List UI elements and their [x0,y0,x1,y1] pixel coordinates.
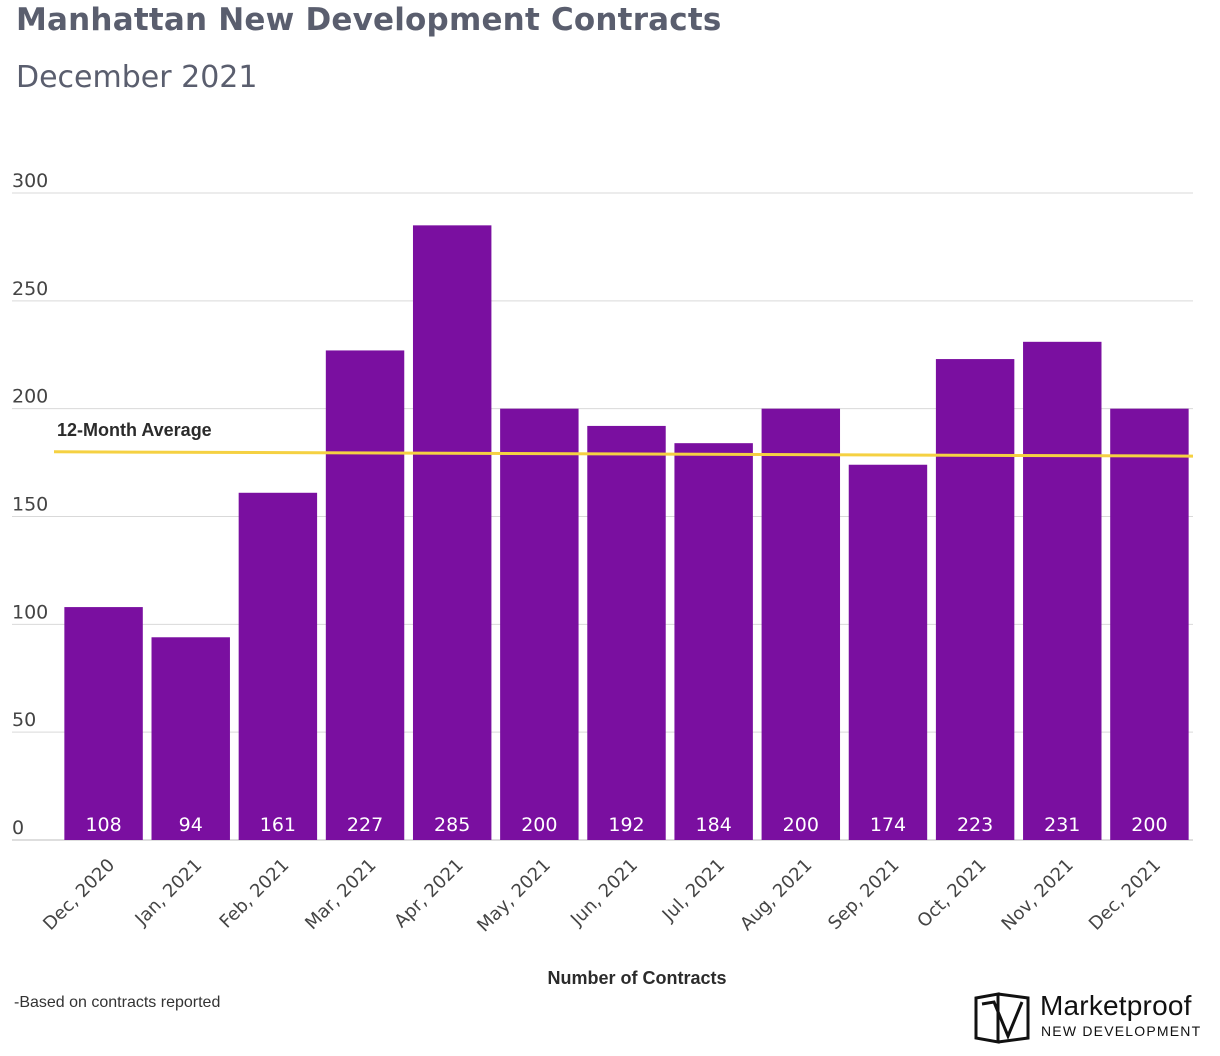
bar [1110,408,1189,840]
bar-value-label: 184 [696,814,732,836]
x-tick-label: Nov, 2021 [998,855,1078,935]
bar [151,637,230,840]
bar [325,350,405,840]
bar-value-label: 223 [957,814,993,836]
x-tick-label: Feb, 2021 [216,855,294,933]
bar-value-label: 227 [347,814,383,836]
brand-logo: Marketproof NEW DEVELOPMENT [972,990,1212,1046]
x-tick-label: Jan, 2021 [131,855,207,931]
bar [761,408,841,840]
x-tick-label: Dec, 2020 [39,855,119,935]
marketproof-logo-icon [974,992,1030,1044]
bar-value-label: 108 [85,814,121,836]
bar-value-label: 200 [783,814,819,836]
y-tick-label: 250 [12,278,48,300]
bar [848,464,928,840]
y-tick-label: 300 [12,170,48,192]
chart-title: Manhattan New Development Contracts [16,2,722,38]
y-tick-label: 0 [12,817,24,839]
logo-tagline: NEW DEVELOPMENT [1041,1023,1202,1039]
x-axis-label: Number of Contracts [547,968,726,988]
y-tick-label: 200 [12,386,48,408]
logo-name: Marketproof [1040,990,1192,1021]
x-tick-label: Mar, 2021 [301,855,380,934]
bar [238,492,318,840]
bar [412,225,492,841]
bar-value-label: 174 [870,814,906,836]
bar-value-label: 94 [179,814,203,836]
chart-subtitle: December 2021 [16,60,258,95]
x-tick-label: Jul, 2021 [658,855,729,926]
bar [674,443,753,840]
x-tick-label: Oct, 2021 [913,855,990,932]
y-tick-label: 150 [12,494,48,516]
y-tick-label: 50 [12,709,36,731]
bar-value-label: 200 [521,814,557,836]
x-tick-label: Sep, 2021 [824,855,903,934]
bar-chart: 0 50 100 150 200 250 300 108 Dec, 2020 94 Jan, 202… [12,170,1194,988]
average-line-label: 12-Month Average [57,420,212,440]
x-tick-label: Apr, 2021 [390,855,467,932]
footnote: -Based on contracts reported [14,994,221,1011]
bar [500,408,579,840]
bar [587,425,666,840]
bar-value-label: 231 [1044,814,1080,836]
bar-value-label: 192 [608,814,644,836]
bar-value-label: 161 [260,814,296,836]
bar [1023,341,1102,840]
bar-value-label: 285 [434,814,470,836]
y-tick-label: 100 [12,601,48,623]
x-tick-label: May, 2021 [473,855,555,937]
average-line [53,450,1194,458]
x-tick-label: Jun, 2021 [566,855,642,931]
bar [64,607,143,840]
bar-value-label: 200 [1131,814,1167,836]
bar [935,359,1015,840]
x-tick-label: Dec, 2021 [1085,855,1165,935]
x-tick-label: Aug, 2021 [736,855,816,935]
